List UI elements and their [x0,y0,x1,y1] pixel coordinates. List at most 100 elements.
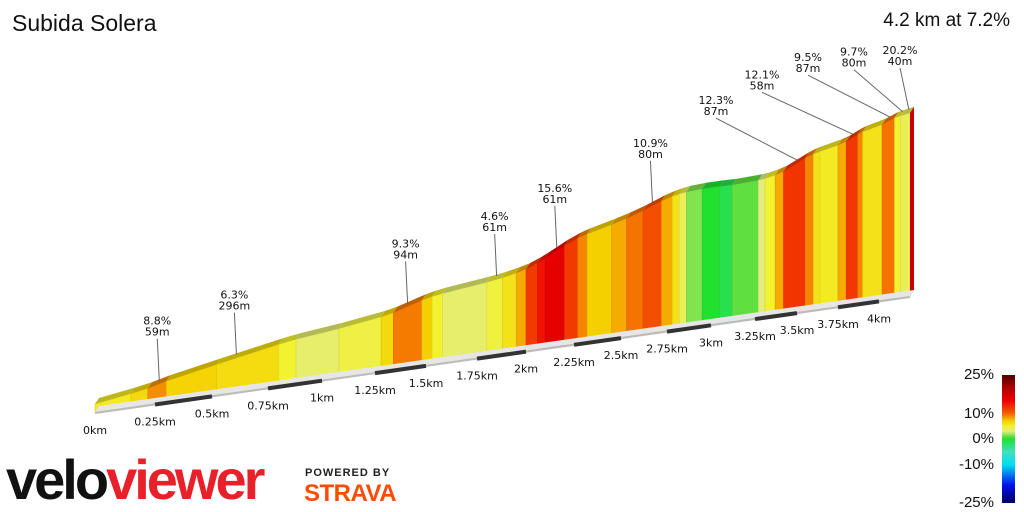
segment-top-band [216,338,283,365]
gradient-segment [442,281,488,363]
segment-top-band [587,218,616,234]
segment-top-band [702,180,724,189]
annotation-leader-line [649,160,653,203]
gradient-segment [671,193,680,331]
gradient-segment [701,185,721,326]
distance-band [476,349,527,361]
segment-top-band [862,118,887,132]
annotation-grade: 9.5% [794,51,822,64]
segment-top-band [577,227,592,239]
segment-top-band [166,358,221,382]
segment-top-band [432,287,447,297]
segment-top-band [661,190,677,202]
x-tick-label: 2.75km [646,343,688,356]
gradient-segment [774,170,784,316]
gradient-segment [611,217,627,339]
gradient-segment [894,115,902,299]
segment-top-band [686,182,707,192]
segment-top-band [813,145,824,155]
profile-base [95,290,914,412]
annotation-length: 61m [482,221,507,234]
x-tick-label: 2.25km [553,356,595,369]
x-tick-label: 3.75km [817,318,859,331]
segment-top-band [775,165,788,176]
gradient-segment [486,277,503,357]
gradient-segment [577,233,588,344]
x-tick-label: 3km [699,336,723,349]
annotation-grade: 6.3% [220,289,248,302]
distance-band [754,311,798,322]
legend-label-neg10: -10% [958,456,994,473]
segment-top-band [296,322,343,340]
segment-top-band [758,172,770,181]
segment-top-band [486,271,507,283]
annotation-length: 80m [842,57,867,70]
annotation-length: 59m [145,326,170,339]
x-tick-label: 3.5km [780,324,815,337]
gradient-segment [819,144,839,310]
annotation-length: 87m [796,62,821,75]
segment-title: Subida Solera [12,10,157,36]
annotation-leader-line [233,312,237,355]
annotation-grade: 12.1% [745,68,780,81]
gradient-segment [857,131,863,304]
annotation-grade: 9.3% [392,237,420,250]
distance-band [267,378,323,391]
legend-label-max: 25% [963,366,994,383]
segment-top-band [516,263,530,274]
annotation-length: 87m [704,105,729,118]
segment-top-band [732,174,763,185]
segment-top-band [502,267,521,278]
distance-band [154,394,213,407]
segment-top-band [381,306,398,317]
annotation-grade: 15.6% [537,182,572,195]
annotation-leader-line [761,91,854,135]
gradient-segment [813,151,821,311]
gradient-legend-bar [1002,375,1015,503]
gradient-segment [586,224,612,343]
legend-label-10: 10% [963,405,994,422]
segment-top-band [611,212,631,225]
gradient-segment [564,237,579,346]
annotation-length: 94m [393,248,418,261]
x-tick-label: 2km [514,363,538,376]
segment-top-band [643,195,666,211]
gradient-segment [900,112,911,298]
distance-band [837,299,880,310]
gradient-segment [719,184,733,324]
segment-top-band [131,382,152,394]
gradient-segment [421,296,433,366]
gradient-segment [845,133,858,306]
x-tick-label: 1.75km [456,370,498,383]
x-tick-label: 1.5km [409,377,444,390]
segment-top-band [147,375,171,389]
x-tick-label: 4km [867,312,891,325]
segment-top-band [819,139,842,152]
powered-by-label: POWERED BY [305,467,391,479]
veloviewer-logo: veloviewer [6,448,265,511]
segment-top-band [765,169,780,179]
segment-top-band [526,256,542,270]
annotation-grade: 10.9% [633,137,668,150]
gradient-segment [783,157,806,315]
segment-top-band [838,135,851,146]
annotation-length: 296m [219,300,251,313]
distance-band [573,336,622,347]
annotation-leader-line [156,338,160,381]
segment-top-band [719,178,737,187]
segment-top-band [783,152,810,172]
x-tick-label: 2.5km [604,349,639,362]
gradient-segment [764,174,776,317]
x-tick-label: 0.5km [195,407,230,420]
x-tick-label: 1km [310,392,334,405]
legend-label-min: -25% [958,494,994,511]
annotation-length: 40m [888,55,913,68]
segment-top-band [338,310,386,329]
segment-top-band [626,204,648,219]
annotation-grade: 4.6% [481,210,509,223]
gradient-segment [626,210,644,337]
annotation-grade: 20.2% [883,44,918,57]
segment-top-band [672,187,684,197]
annotation-grade: 12.3% [699,94,734,107]
